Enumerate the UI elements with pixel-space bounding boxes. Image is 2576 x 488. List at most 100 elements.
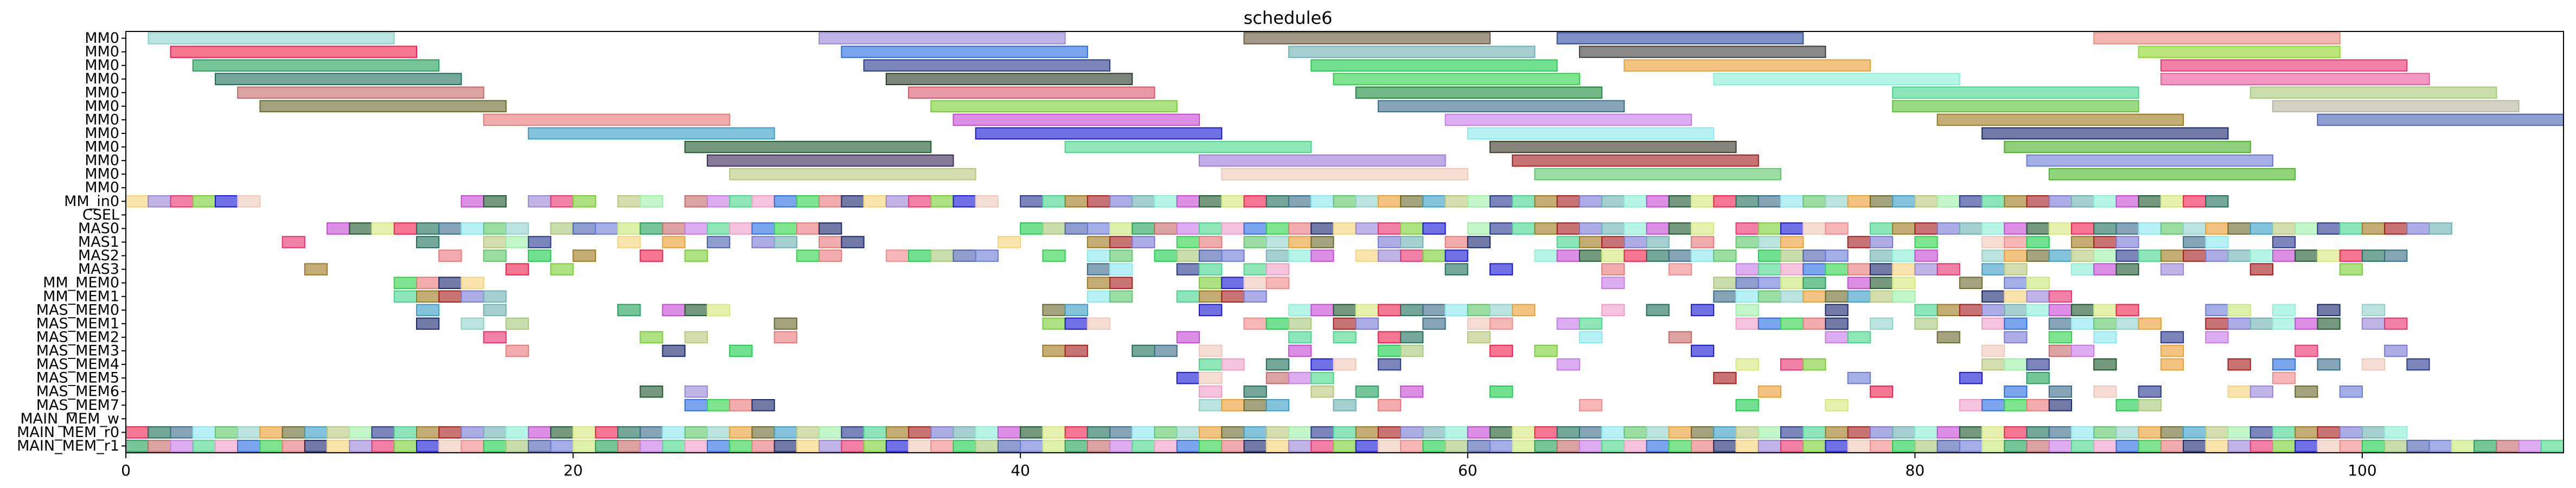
unit-task-bar [1847,236,1871,248]
mm-task-bar [1199,154,1446,167]
unit-task-bar [304,440,328,452]
unit-task-bar [706,304,731,317]
unit-task-bar [2070,195,2095,208]
unit-task-bar [1914,195,1938,208]
unit-task-bar [1422,249,1446,262]
unit-task-bar [327,440,350,452]
unit-task-bar [1780,358,1804,371]
mm-task-bar [819,32,1066,44]
unit-task-bar [1199,440,1223,452]
unit-task-bar [1981,358,2005,371]
unit-task-bar [1311,440,1334,452]
unit-task-bar [2093,195,2117,208]
unit-task-bar [2361,358,2386,371]
unit-task-bar [1311,426,1334,439]
unit-task-bar [1311,371,1334,384]
unit-task-bar [2115,426,2139,439]
mm-task-bar [975,127,1223,140]
unit-task-bar [2026,249,2050,262]
unit-task-bar [819,440,842,452]
unit-task-bar [1534,344,1558,357]
unit-task-bar [863,195,887,208]
unit-task-bar [416,304,440,317]
unit-task-bar [774,317,797,330]
unit-task-bar [304,263,328,275]
unit-task-bar [2406,222,2430,235]
unit-task-bar [1132,344,1155,357]
unit-task-bar [2428,222,2452,235]
unit-task-bar [1780,195,1804,208]
y-tick-label: MAIN_MEM_r0 [17,424,119,441]
unit-task-bar [2070,236,2095,248]
mm-task-bar [1512,154,1759,167]
unit-task-bar [1199,290,1223,303]
unit-task-bar [1959,195,1983,208]
unit-task-bar [1265,426,1289,439]
unit-task-bar [1869,263,1894,275]
unit-task-bar [1936,304,1960,317]
unit-task-bar [1556,426,1580,439]
unit-task-bar [1802,440,1826,452]
unit-task-bar [1265,263,1289,275]
y-tick-label: CSEL [82,207,119,223]
mm-task-bar [2249,86,2497,99]
unit-task-bar [2540,440,2564,452]
unit-task-bar [1668,331,1692,344]
unit-task-bar [975,195,999,208]
unit-task-bar [2272,440,2296,452]
unit-task-bar [2004,385,2028,398]
unit-task-bar [505,236,529,248]
unit-task-bar [1288,371,1312,384]
unit-task-bar [1377,426,1402,439]
mm-task-bar [953,113,1200,126]
unit-task-bar [1578,317,1603,330]
mm-task-bar [2026,154,2274,167]
unit-task-bar [2294,344,2318,357]
unit-task-bar [1601,426,1625,439]
unit-task-bar [2339,263,2363,275]
unit-task-bar [2183,222,2207,235]
unit-task-bar [1556,440,1580,452]
unit-task-bar [170,195,194,208]
unit-task-bar [1735,277,1759,289]
y-tick-label: MAS_MEM3 [36,343,119,359]
unit-task-bar [930,426,954,439]
unit-task-bar [2227,317,2251,330]
unit-task-bar [1802,277,1826,289]
unit-task-bar [237,195,261,208]
unit-task-bar [416,440,440,452]
unit-task-bar [2004,263,2028,275]
unit-task-bar [1713,371,1737,384]
unit-task-bar [438,440,462,452]
unit-task-bar [2160,222,2184,235]
x-tick-label: 100 [2348,461,2376,479]
unit-task-bar [483,290,507,303]
unit-task-bar [617,236,641,248]
unit-task-bar [2249,440,2274,452]
unit-task-bar [1154,249,1178,262]
mm-task-bar [1892,86,2139,99]
unit-task-bar [1199,195,1223,208]
unit-task-bar [1691,426,1715,439]
unit-task-bar [2138,317,2162,330]
unit-task-bar [2205,236,2229,248]
unit-task-bar [1265,358,1289,371]
mm-task-bar [1578,46,1826,58]
unit-task-bar [1691,236,1715,248]
unit-task-bar [1757,222,1781,235]
unit-task-bar [2070,304,2095,317]
unit-task-bar [237,440,261,452]
unit-task-bar [1467,304,1491,317]
unit-task-bar [1064,222,1088,235]
unit-task-bar [885,249,910,262]
y-tick-label: MAS2 [78,247,119,264]
unit-task-bar [819,236,842,248]
unit-task-bar [1422,426,1446,439]
unit-task-bar [975,249,999,262]
unit-task-bar [2317,317,2341,330]
unit-task-bar [1556,222,1580,235]
unit-task-bar [327,222,350,235]
unit-task-bar [1825,440,1849,452]
unit-task-bar [1377,358,1402,371]
unit-task-bar [1892,249,1916,262]
